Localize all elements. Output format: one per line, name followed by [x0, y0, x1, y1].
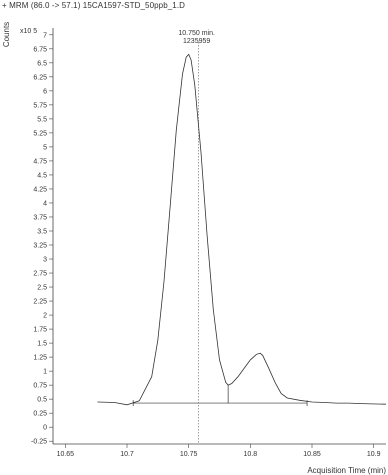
y-tick-label: 1 [43, 369, 47, 376]
y-tick-label: 1.75 [33, 327, 47, 334]
y-tick-label: 5.5 [37, 116, 47, 123]
x-tick-label: 10.65 [57, 451, 75, 458]
y-tick-label: 0.75 [33, 383, 47, 390]
y-tick-label: 3.25 [33, 243, 47, 250]
y-tick-label: 4 [43, 200, 47, 207]
peak-time-label: 10.750 min. [178, 30, 215, 37]
x-tick-label: 10.75 [180, 451, 198, 458]
y-scale-label: x10 5 [20, 28, 38, 35]
y-tick-label: 2.75 [33, 271, 47, 278]
peak-area-label: 1235959 [183, 38, 211, 45]
y-tick-label: 4.5 [37, 172, 47, 179]
y-tick-label: 1.25 [33, 355, 47, 362]
y-tick-label: -0.25 [31, 439, 47, 446]
x-tick-label: 10.7 [120, 451, 134, 458]
y-tick-label: 2.25 [33, 299, 47, 306]
y-tick-label: 2.5 [37, 285, 47, 292]
y-tick-label: 0.5 [37, 397, 47, 404]
y-tick-label: 6 [43, 88, 47, 95]
y-tick-label: 2 [43, 313, 47, 320]
chromatogram-trace [97, 53, 387, 406]
x-tick-label: 10.9 [367, 451, 381, 458]
y-tick-label: 5.75 [33, 102, 47, 109]
y-tick-label: 6.25 [33, 74, 47, 81]
y-tick-label: 1.5 [37, 341, 47, 348]
x-axis-label: Acquisition Time (min) [307, 466, 386, 475]
y-tick-label: 5.25 [33, 130, 47, 137]
y-tick-label: 5 [43, 144, 47, 151]
chart-title: + MRM (86.0 -> 57.1) 15CA1597-STD_50ppb_… [2, 1, 186, 10]
x-tick-label: 10.8 [244, 451, 258, 458]
y-tick-label: 6.5 [37, 60, 47, 67]
y-tick-label: 4.25 [33, 186, 47, 193]
y-tick-label: 0 [43, 425, 47, 432]
peak-annotation: 10.750 min. 1235959 [167, 30, 227, 46]
y-tick-label: 3.5 [37, 228, 47, 235]
y-tick-label: 7 [43, 32, 47, 39]
x-tick-label: 10.85 [303, 451, 321, 458]
y-tick-label: 6.75 [33, 46, 47, 53]
y-tick-label: 4.75 [33, 158, 47, 165]
y-tick-label: 3.75 [33, 214, 47, 221]
y-tick-label: 0.25 [33, 411, 47, 418]
y-tick-label: 3 [43, 257, 47, 264]
